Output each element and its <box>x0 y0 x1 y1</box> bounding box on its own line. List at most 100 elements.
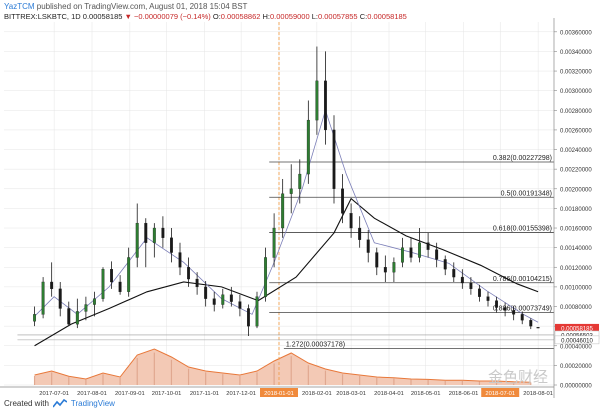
candle-body <box>323 80 327 131</box>
candle-body <box>238 301 242 309</box>
candle-body <box>469 282 473 290</box>
y-tick-label: 0.00040000 <box>560 344 592 350</box>
candle-body <box>443 259 447 270</box>
candle-body <box>426 242 430 250</box>
open-label: O: <box>212 12 221 21</box>
candle-body <box>144 222 148 243</box>
candle-body <box>229 294 233 302</box>
x-tick-label: 2017-11-01 <box>190 391 219 397</box>
volume-line <box>34 348 531 383</box>
candle-body <box>221 294 225 305</box>
axes: 0.00360000 0.00340000 0.00320000 0.00300000… <box>0 18 600 398</box>
candle-body <box>460 276 464 284</box>
candles <box>33 46 540 336</box>
candle-body <box>246 308 250 327</box>
price-label-box <box>555 323 599 332</box>
candle-body <box>152 227 156 243</box>
x-tick-label: 2018-04-01 <box>374 391 404 397</box>
y-tick-label: 0.00200000 <box>560 187 592 193</box>
symbol-label[interactable]: BITTREX:LSKBTC, 1D <box>4 12 81 21</box>
x-tick-label: 2018-05-01 <box>411 391 441 397</box>
candle-body <box>75 311 79 325</box>
x-tick-label: 2018-01-01 <box>264 391 294 397</box>
y-tick-label: 0.00240000 <box>560 148 592 154</box>
symbol-line: BITTREX:LSKBTC, 1D 0.00058185 ▼ −0.00000… <box>4 12 407 21</box>
close-label: C: <box>359 12 368 21</box>
candle-body <box>435 249 439 260</box>
candle-body <box>187 267 191 280</box>
candle-body <box>101 269 105 299</box>
close-value: 0.00058185 <box>367 12 407 21</box>
candle-body <box>520 314 524 321</box>
author-link[interactable]: YazTCM <box>4 2 35 11</box>
fibonacci-levels: 0.382(0.00227298) 0.5(0.00191348) 0.618(0.… <box>17 22 554 385</box>
candle-body <box>503 307 507 311</box>
y-tick-label: 0.00140000 <box>560 246 592 252</box>
candle-body <box>306 119 310 175</box>
price-label-text: 0.00046010 <box>561 338 593 344</box>
low-value: 0.00057855 <box>317 12 358 21</box>
fib-label-0.786: 0.786(0.00104215) <box>493 276 552 283</box>
candle-body <box>289 188 293 194</box>
candle-body <box>392 262 396 273</box>
created-with-text: Created with <box>4 399 49 408</box>
candle-body <box>204 286 208 299</box>
y-tick-label: 0.00340000 <box>560 50 592 56</box>
candle-body <box>33 314 37 322</box>
x-tick-label: 2017-07-01 <box>39 391 69 397</box>
moving-average-short <box>34 108 539 323</box>
candle-body <box>358 227 362 240</box>
candle-body <box>486 296 490 301</box>
x-tick-label: 2017-09-01 <box>115 391 145 397</box>
y-tick-label: 0.00300000 <box>560 89 592 95</box>
candle-body <box>281 193 285 229</box>
tradingview-brand[interactable]: TradingView <box>70 399 115 408</box>
candle-body <box>169 237 173 253</box>
y-tick-label: 0.00020000 <box>560 364 592 370</box>
candle-body <box>375 252 379 268</box>
price-change: −0.00000079 (−0.14%) <box>134 12 211 21</box>
candle-body <box>366 239 370 253</box>
candle-body <box>161 227 165 238</box>
x-tick-highlight <box>260 388 298 397</box>
published-text: published on TradingView.com, August 01,… <box>36 2 248 11</box>
y-tick-label: 0.00000000 <box>560 384 592 390</box>
last-price: 0.00058185 <box>82 12 123 21</box>
fib-label-0.886: 0.886(0.00073749) <box>493 306 552 313</box>
high-label: H: <box>262 12 271 21</box>
candle-body <box>127 257 131 292</box>
x-tick-label: 2018-07-01 <box>485 391 515 397</box>
y-tick-label: 0.00120000 <box>560 266 592 272</box>
candle-body <box>332 129 336 189</box>
candle-body <box>272 227 276 258</box>
footer: Created with TradingView <box>4 399 115 408</box>
open-value: 0.00058862 <box>220 12 261 21</box>
candle-body <box>178 252 182 268</box>
x-tick-highlight <box>481 388 520 397</box>
y-tick-label: 0.00360000 <box>560 30 592 36</box>
x-tick-label: 2018-08-01 <box>523 391 553 397</box>
fib-label-1.272: 1.272(0.00037178) <box>286 342 345 349</box>
price-label-text: 0.00058185 <box>561 326 593 332</box>
y-tick-label: 0.00220000 <box>560 168 592 174</box>
candle-body <box>212 298 216 305</box>
candle-body <box>110 269 114 283</box>
y-tick-label: 0.00260000 <box>560 128 592 134</box>
y-tick-label: 0.00160000 <box>560 227 592 233</box>
x-tick-label: 2017-10-01 <box>152 391 182 397</box>
x-tick-label: 2018-02-01 <box>302 391 332 397</box>
tradingview-logo-icon <box>52 399 67 408</box>
candle-body <box>195 278 199 288</box>
candle-body <box>512 310 516 315</box>
x-tick-label: 2018-03-01 <box>336 391 366 397</box>
candle-body <box>452 269 456 278</box>
volume-area <box>33 348 532 385</box>
candle-body <box>50 281 54 290</box>
candle-body <box>536 327 540 329</box>
high-value: 0.00059000 <box>270 12 310 21</box>
candle-body <box>315 80 319 121</box>
down-arrow-icon: ▼ <box>124 12 132 21</box>
fib-label-0.618: 0.618(0.00155398) <box>493 226 552 233</box>
moving-average-long <box>34 197 539 347</box>
